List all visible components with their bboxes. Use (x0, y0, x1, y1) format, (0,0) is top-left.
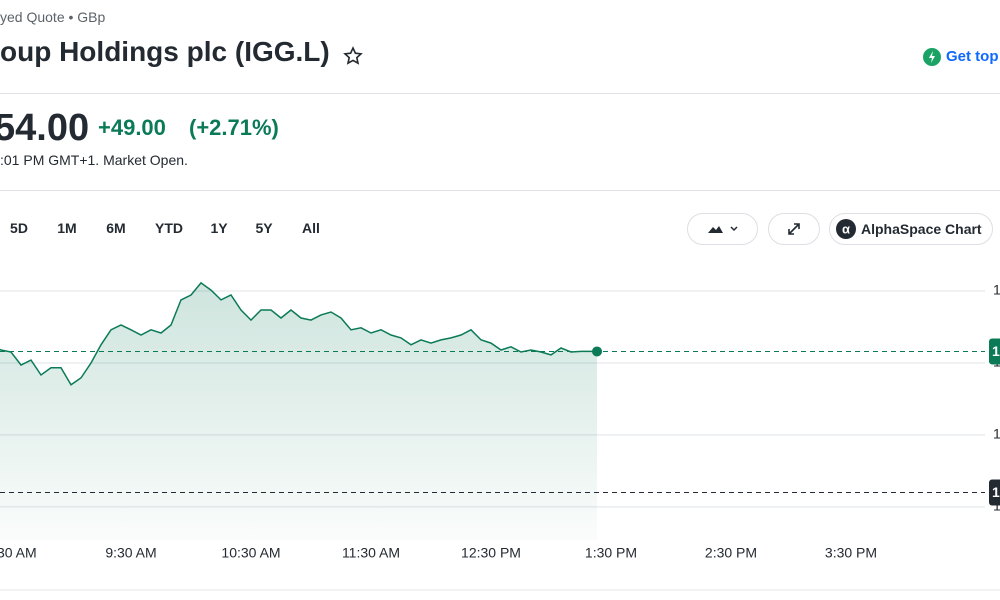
chart-type-button[interactable] (687, 213, 758, 245)
range-button[interactable]: 1Y (210, 220, 228, 236)
y-tick-label: 1,800 (993, 498, 1000, 514)
divider (0, 93, 1000, 94)
price-line (0, 281, 597, 386)
x-tick-label: 3:30 PM (825, 545, 877, 561)
market-time: :01 PM GMT+1. Market Open. (0, 152, 188, 168)
alphaspace-label: AlphaSpace Chart (861, 221, 982, 237)
watchlist-star[interactable] (343, 46, 363, 66)
range-button[interactable]: 1M (57, 220, 77, 236)
cta-link[interactable]: Get top (946, 48, 999, 65)
price-change: +49.00 (98, 115, 166, 140)
reference-tag (989, 479, 1000, 506)
x-tick-label: 9:30 AM (105, 545, 156, 561)
x-tick-label: 11:30 AM (342, 545, 400, 561)
range-button[interactable]: All (302, 220, 320, 236)
range-button[interactable]: 5D (10, 220, 28, 236)
svg-text:α: α (842, 221, 850, 236)
reference-label: 1,805.00 (992, 484, 1000, 500)
range-button[interactable]: YTD (155, 220, 183, 236)
range-button[interactable]: 5Y (255, 220, 273, 236)
price: 54.00 (0, 107, 90, 149)
alphaspace-button[interactable]: α AlphaSpace Chart (829, 213, 993, 245)
exchange-note: yed Quote • GBp (0, 9, 106, 25)
y-tick-label: 1,875 (993, 282, 1000, 298)
area-fill (0, 282, 597, 540)
price-change-percent: (+2.71%) (189, 115, 279, 140)
reference-label: 1,854.00 (992, 343, 1000, 359)
reference-tag (989, 338, 1000, 365)
last-point (592, 346, 602, 357)
x-tick-label: 2:30 PM (705, 545, 757, 561)
divider (0, 190, 1000, 191)
range-button[interactable]: 6M (106, 220, 126, 236)
cta-icon[interactable] (922, 47, 942, 67)
expand-button[interactable] (768, 213, 820, 245)
x-tick-label: 10:30 AM (221, 545, 280, 561)
y-tick-label: 1,825 (993, 426, 1000, 442)
company-title: oup Holdings plc (IGG.L) (0, 36, 330, 67)
x-tick-label: 8:30 AM (0, 545, 37, 561)
x-tick-label: 1:30 PM (585, 545, 637, 561)
x-tick-label: 12:30 PM (461, 545, 521, 561)
